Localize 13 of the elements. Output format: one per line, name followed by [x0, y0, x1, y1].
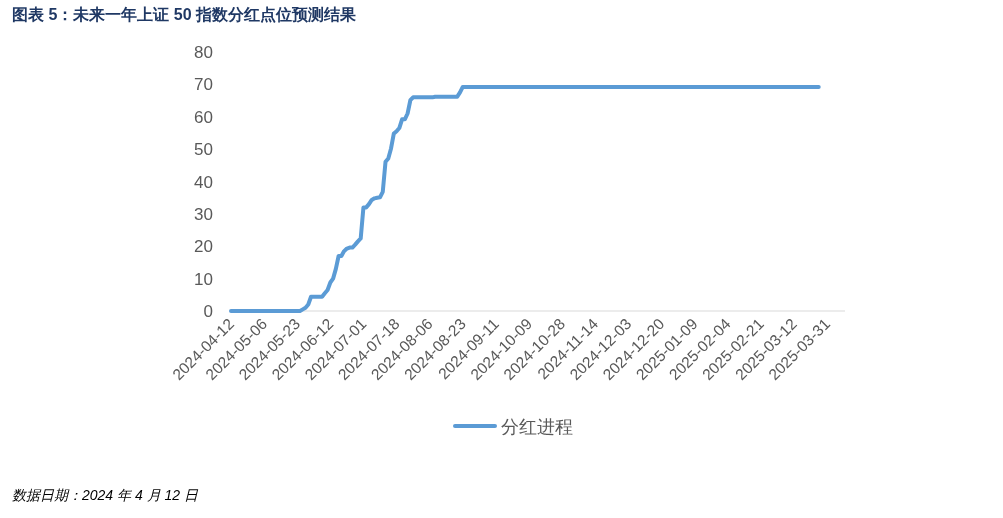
legend-label: 分红进程: [501, 417, 573, 437]
legend: 分红进程: [453, 417, 573, 437]
y-tick-label: 20: [194, 237, 213, 257]
y-tick-label: 50: [194, 140, 213, 160]
chart-title: 图表 5：未来一年上证 50 指数分红点位预测结果: [12, 6, 358, 24]
y-tick-label: 80: [194, 43, 213, 62]
y-tick-label: 40: [194, 172, 213, 192]
y-tick-label: 30: [194, 204, 213, 224]
y-tick-label: 60: [194, 107, 213, 127]
y-tick-label: 10: [194, 269, 213, 289]
y-tick-label: 70: [194, 75, 213, 95]
y-tick-label: 0: [203, 302, 213, 321]
text: 数据日期：2024 年 4 月 12 日: [12, 487, 199, 503]
